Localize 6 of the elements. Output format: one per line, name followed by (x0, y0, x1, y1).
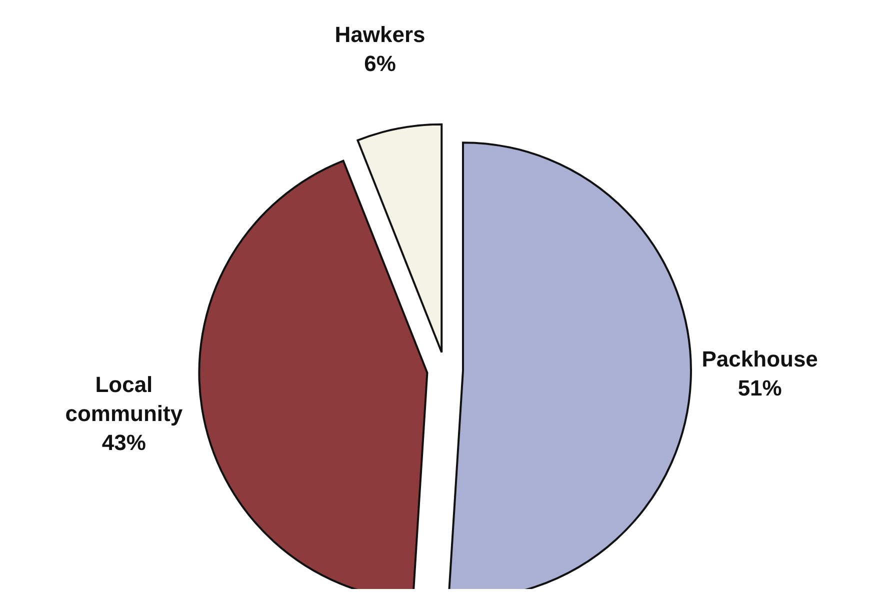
data-label: 51% (738, 375, 782, 400)
slice-label: Local community (65, 372, 184, 426)
data-label: 6% (364, 50, 396, 76)
slice-label: Packhouse (702, 346, 818, 372)
data-label: 43% (102, 430, 146, 455)
slice-label: Hawkers (334, 22, 426, 47)
